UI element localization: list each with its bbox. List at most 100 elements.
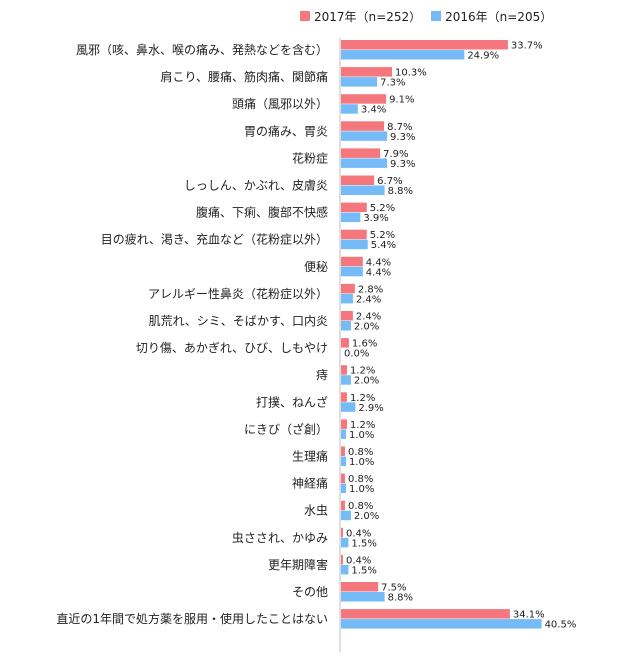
data-label-2016: 1.5% [351,538,376,549]
data-label-2016: 1.0% [349,430,374,441]
data-label-2016: 2.4% [356,294,381,305]
category-label: しっしん、かぶれ、皮膚炎 [184,178,328,193]
bar-2016 [341,212,361,223]
data-label-2016: 24.9% [467,51,499,62]
data-label-2016: 9.3% [390,159,415,170]
data-label-2017: 0.8% [348,447,373,458]
data-label-2016: 0.0% [344,349,369,360]
category-label: 目の疲れ、渇き、充血など（花粉症以外） [101,232,328,247]
category-label: 生理痛 [292,449,328,464]
bar-2017 [341,283,355,294]
bar-2017 [341,94,387,104]
bar-2016 [341,402,356,412]
data-label-2017: 2.4% [356,312,381,323]
data-label-2016: 4.4% [366,267,391,278]
data-label-2017: 10.3% [395,68,427,79]
bar-2017 [341,202,367,213]
legend-label-2017: 2017年（n=252） [314,9,422,24]
bar-2017 [341,473,345,484]
bar-2016 [341,592,385,602]
bar-2016 [341,483,346,494]
bar-2017 [341,256,363,267]
bar-2017 [341,554,343,565]
data-label-2017: 0.4% [346,555,371,566]
data-label-2017: 0.8% [348,501,373,512]
category-label: 切り傷、あかぎれ、ひび、しもやけ [136,340,328,355]
data-label-2017: 34.1% [513,610,545,621]
bar-2016 [341,564,349,575]
bar-2017 [341,121,385,131]
bar-2016 [341,131,388,141]
data-label-2016: 8.8% [388,186,413,197]
legend-swatch-2017 [300,11,310,21]
category-label: 頭痛（風邪以外） [232,96,328,111]
bar-2016 [341,537,349,548]
data-label-2017: 1.2% [350,420,375,431]
data-label-2016: 5.4% [371,240,396,251]
data-label-2017: 1.2% [350,393,375,404]
bar-2017 [341,500,345,511]
bar-2017 [341,40,508,50]
bar-2017 [341,67,393,77]
bar-2017 [341,148,381,158]
category-label: 便秘 [304,260,328,274]
data-label-2016: 1.0% [349,484,374,495]
data-label-2016: 3.9% [363,213,388,224]
category-label: 直近の1年間で処方薬を服用・使用したことはない [56,611,328,626]
bar-2017 [341,175,375,185]
bar-2016 [341,375,351,385]
bar-2017 [341,229,367,240]
category-label: 神経痛 [292,476,328,491]
bar-2017 [341,392,347,402]
category-label: 更年期障害 [268,557,328,572]
bar-2017 [341,527,343,538]
data-label-2016: 40.5% [545,620,577,631]
bar-2017 [341,338,349,348]
legend-item-2017: 2017年（n=252） [300,8,421,25]
bar-2017 [341,365,347,375]
data-label-2016: 3.4% [361,105,386,116]
data-label-2016: 7.3% [380,78,405,89]
category-label: アレルギー性鼻炎（花粉症以外） [148,286,328,301]
data-label-2017: 0.8% [348,474,373,485]
bar-2017 [341,446,345,456]
data-label-2016: 1.0% [349,457,374,468]
data-label-2017: 5.2% [370,203,395,214]
bar-2016 [341,266,363,277]
category-label: にきび（ざ創） [244,421,328,436]
bar-2016 [341,293,353,304]
bar-2016 [341,104,358,114]
bar-2016 [341,185,385,195]
data-label-2017: 1.6% [352,339,377,350]
data-label-2017: 4.4% [366,257,391,268]
data-label-2016: 1.5% [351,565,376,576]
data-label-2017: 7.9% [383,149,408,160]
bar-2016 [341,619,542,629]
bar-2017 [341,311,353,321]
category-label: その他 [292,585,328,599]
bar-2016 [341,50,465,60]
bar-2017 [341,609,510,619]
category-label: 肩こり、腰痛、筋肉痛、関節痛 [160,69,328,84]
legend-item-2016: 2016年（n=205） [431,8,552,25]
bar-2016 [341,429,346,439]
data-label-2017: 6.7% [377,176,402,187]
data-label-2016: 2.0% [354,322,379,333]
bar-2016 [341,456,346,466]
bar-2017 [341,582,379,592]
category-label: 花粉症 [292,150,328,165]
category-label: 痔 [316,367,328,382]
data-label-2017: 0.4% [346,528,371,539]
category-label: 肌荒れ、シミ、そばかす、口内炎 [149,314,328,328]
category-label: 虫さされ、かゆみ [232,531,328,545]
bars-group: 風邪（咳、鼻水、喉の痛み、発熱などを含む） 33.7% 24.9% 肩こり、腰痛、筋肉… [56,40,576,631]
data-label-2016: 2.9% [358,403,383,414]
bar-2016 [341,321,351,331]
legend-label-2016: 2016年（n=205） [445,9,553,24]
data-label-2017: 33.7% [511,41,543,52]
bar-2017 [341,419,347,429]
chart-legend: 2017年（n=252） 2016年（n=205） [300,6,552,26]
data-label-2016: 8.8% [388,593,413,604]
bar-2016 [341,77,378,87]
